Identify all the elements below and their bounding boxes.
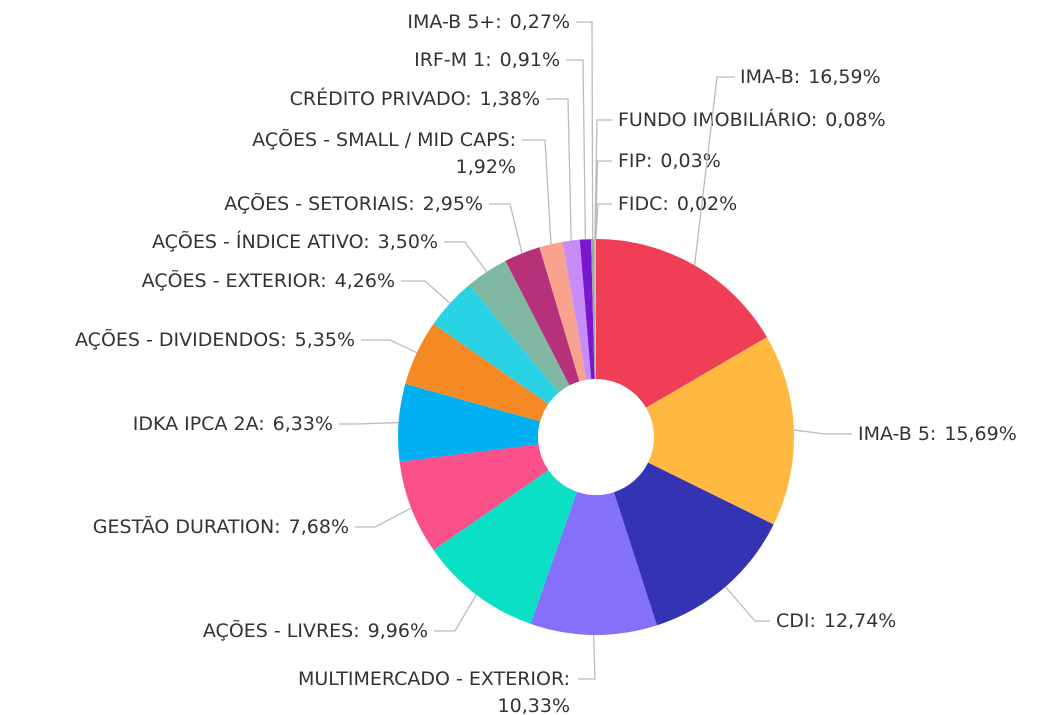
- label-value: 3,50%: [378, 231, 438, 253]
- slice: [399, 444, 549, 551]
- slice-label: IMA-B 5: 15,69%: [858, 423, 1017, 445]
- label-value: 10,33%: [498, 695, 570, 715]
- slice: [595, 239, 596, 380]
- label-category: FIP:: [618, 150, 652, 172]
- slice-label: FIP: 0,03%: [618, 150, 721, 172]
- slice: [530, 491, 657, 636]
- slice: [579, 239, 595, 380]
- label-value: 1,92%: [456, 156, 516, 178]
- label-category: FUNDO IMOBILIÁRIO:: [618, 108, 817, 131]
- slice-label: AÇÕES - SETORIAIS: 2,95%: [224, 192, 483, 215]
- slice: [405, 323, 549, 422]
- slice: [591, 239, 596, 380]
- label-value: 15,69%: [944, 423, 1016, 445]
- label-value: 9,96%: [368, 620, 428, 642]
- leader-line: [444, 241, 488, 273]
- label-category: AÇÕES - SETORIAIS:: [224, 192, 414, 215]
- slice-label: CDI: 12,74%: [776, 610, 896, 632]
- leader-line: [594, 119, 612, 240]
- leader-line: [361, 339, 418, 354]
- slice-label: FIDC: 0,02%: [618, 193, 737, 215]
- slice: [646, 337, 794, 525]
- label-category: AÇÕES - SMALL / MID CAPS:: [252, 128, 516, 151]
- label-category: IMA-B 5+:: [407, 11, 501, 33]
- label-category: CDI:: [776, 610, 816, 632]
- leader-line: [339, 421, 399, 425]
- slice-label: AÇÕES - ÍNDICE ATIVO: 3,50%: [152, 230, 438, 253]
- leader-line: [566, 59, 587, 240]
- slice: [505, 247, 580, 386]
- slice-label: AÇÕES - DIVIDENDOS: 5,35%: [75, 328, 355, 351]
- label-value: 2,95%: [423, 193, 483, 215]
- label-category: CRÉDITO PRIVADO:: [290, 87, 472, 110]
- slice: [613, 462, 774, 626]
- slice: [469, 260, 570, 393]
- label-value: 0,27%: [510, 11, 570, 33]
- leader-line: [725, 586, 770, 622]
- label-category: GESTÃO DURATION:: [93, 515, 281, 538]
- leader-line: [434, 594, 477, 632]
- label-value: 12,74%: [824, 610, 896, 632]
- label-value: 0,02%: [677, 193, 737, 215]
- slice: [398, 383, 541, 462]
- leader-line: [546, 98, 572, 241]
- slice-label: AÇÕES - EXTERIOR: 4,26%: [142, 269, 395, 292]
- leader-line: [489, 203, 523, 254]
- slice-label: IDKA IPCA 2A: 6,33%: [133, 413, 333, 435]
- label-value: 4,26%: [335, 270, 395, 292]
- slice-label: IRF-M 1: 0,91%: [414, 49, 560, 71]
- leader-line: [576, 21, 594, 240]
- label-category: AÇÕES - EXTERIOR:: [142, 269, 327, 292]
- label-value: 0,03%: [660, 150, 720, 172]
- leader-line: [401, 280, 451, 304]
- label-category: IMA-B:: [740, 66, 800, 88]
- label-category: MULTIMERCADO - EXTERIOR:: [298, 668, 570, 690]
- label-category: AÇÕES - ÍNDICE ATIVO:: [152, 230, 370, 253]
- label-category: IRF-M 1:: [414, 49, 492, 71]
- label-value: 0,91%: [500, 49, 560, 71]
- label-value: 16,59%: [808, 66, 880, 88]
- label-category: AÇÕES - DIVIDENDOS:: [75, 328, 287, 351]
- slice: [562, 239, 592, 380]
- slice-label: CRÉDITO PRIVADO: 1,38%: [290, 87, 540, 110]
- label-value: 1,38%: [480, 88, 540, 110]
- label-category: IMA-B 5:: [858, 423, 936, 445]
- label-value: 5,35%: [295, 329, 355, 351]
- slice: [539, 241, 587, 382]
- label-value: 7,68%: [289, 516, 349, 538]
- leader-lines: [339, 21, 852, 680]
- leader-line: [595, 203, 612, 240]
- slice-label: AÇÕES - LIVRES: 9,96%: [203, 619, 428, 642]
- slice-label: MULTIMERCADO - EXTERIOR: 10,33%: [298, 668, 570, 715]
- leader-line: [355, 507, 412, 528]
- slice-label: FUNDO IMOBILIÁRIO: 0,08%: [618, 108, 886, 131]
- label-category: FIDC:: [618, 193, 669, 215]
- leader-line: [693, 76, 735, 266]
- slice-label: AÇÕES - SMALL / MID CAPS: 1,92%: [252, 128, 516, 178]
- label-value: 6,33%: [273, 413, 333, 435]
- slice-label: GESTÃO DURATION: 7,68%: [93, 515, 349, 538]
- slice: [433, 284, 559, 404]
- leader-line: [578, 634, 596, 680]
- label-value: 0,08%: [825, 109, 885, 131]
- leader-line: [793, 429, 852, 435]
- leader-line: [522, 139, 552, 245]
- label-category: AÇÕES - LIVRES:: [203, 619, 360, 642]
- slice-label: IMA-B 5+: 0,27%: [407, 11, 570, 33]
- slice: [433, 470, 577, 624]
- slice: [594, 239, 596, 380]
- slice-label: IMA-B: 16,59%: [740, 66, 881, 88]
- label-category: IDKA IPCA 2A:: [133, 413, 265, 435]
- leader-line: [594, 160, 612, 240]
- slice: [596, 239, 768, 408]
